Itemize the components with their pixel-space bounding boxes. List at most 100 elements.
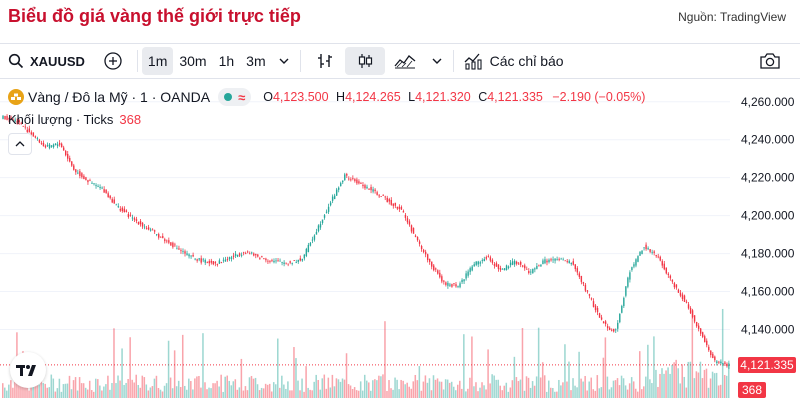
volume-bar — [131, 379, 133, 398]
candle-body — [439, 272, 441, 278]
volume-bar — [497, 379, 499, 398]
candle-body — [212, 261, 215, 265]
volume-bar — [190, 381, 192, 398]
price-chart[interactable]: 4,260.000 4,240.000 4,220.000 4,200.000 4,18… — [0, 78, 800, 400]
area-chart-type-button[interactable] — [385, 47, 425, 75]
candle-body — [172, 242, 174, 248]
volume-bar — [679, 383, 681, 398]
interval-30m-button[interactable]: 30m — [179, 53, 207, 69]
interval-3m-button[interactable]: 3m — [246, 53, 266, 69]
open-key: O — [263, 90, 273, 104]
candle-body — [515, 261, 518, 264]
candle-body — [507, 266, 510, 268]
volume-bar — [56, 388, 59, 398]
volume-bar — [539, 377, 542, 398]
volume-bar — [86, 389, 89, 398]
volume-bar — [477, 391, 479, 398]
volume-bar — [64, 383, 67, 398]
volume-bar — [173, 350, 176, 398]
volume-bar — [543, 375, 546, 398]
volume-bar — [339, 381, 342, 398]
volume-bar — [566, 381, 568, 398]
volume-bar — [719, 384, 722, 398]
candle-body — [269, 260, 271, 262]
volume-bar — [598, 388, 601, 398]
interval-1m-button[interactable]: 1m — [141, 47, 174, 75]
instrument-label: Vàng / Đô la Mỹ · 1 · OANDA — [28, 89, 211, 105]
volume-bar — [177, 380, 180, 398]
candle-body — [613, 328, 615, 332]
volume-bar — [416, 380, 419, 398]
candle-body — [532, 269, 534, 274]
volume-value: 368 — [119, 112, 142, 127]
candle-body — [588, 294, 591, 296]
collapse-legend-button[interactable] — [8, 133, 32, 155]
candle-body — [305, 248, 308, 256]
volume-bar — [226, 375, 228, 398]
volume-bar — [252, 378, 255, 398]
interval-dropdown-button[interactable] — [272, 47, 296, 75]
volume-bar — [347, 384, 350, 398]
volume-bar — [400, 379, 402, 398]
candle-body — [232, 255, 235, 257]
candle-body — [240, 254, 243, 256]
candle-body — [501, 268, 504, 270]
last-price-badge: 4,121.335 — [738, 357, 796, 373]
candle-chart-type-button[interactable] — [344, 47, 385, 75]
candle-body — [623, 297, 625, 307]
candle-body — [89, 180, 91, 182]
volume-bar — [622, 378, 625, 398]
volume-bar — [285, 388, 287, 398]
high-key: H — [336, 90, 346, 104]
area-chart-icon — [394, 55, 416, 69]
chart-type-dropdown-button[interactable] — [425, 47, 449, 75]
candle-body — [596, 307, 599, 313]
indicators-button[interactable]: Các chỉ báo — [458, 47, 570, 75]
candle-body — [428, 258, 431, 262]
candle-body — [184, 251, 186, 254]
volume-bar — [147, 390, 150, 398]
market-status-badge[interactable]: ≈ — [218, 88, 252, 106]
candle-body — [275, 260, 277, 262]
volume-bar — [659, 373, 661, 398]
volume-bar — [66, 383, 69, 398]
candle-body — [251, 252, 253, 254]
candle-body — [196, 259, 198, 261]
candle-body — [459, 283, 461, 288]
interval-1h-button[interactable]: 1h — [218, 53, 235, 69]
candle-body — [335, 189, 338, 196]
candle-body — [615, 329, 617, 331]
volume-bar — [483, 385, 485, 398]
candle-body — [263, 258, 265, 259]
tradingview-logo[interactable] — [10, 352, 46, 388]
volume-bar — [95, 378, 97, 398]
volume-bar — [192, 389, 194, 398]
candle-body — [586, 290, 589, 292]
compare-symbol-button[interactable] — [93, 47, 133, 75]
candle-body — [426, 254, 429, 261]
symbol-search[interactable]: XAUUSD — [0, 44, 93, 78]
source-label: Nguồn: TradingView — [678, 10, 786, 24]
volume-bar — [594, 390, 597, 398]
candle-body — [641, 250, 643, 254]
candle-body — [629, 272, 631, 280]
candle-body — [457, 286, 459, 287]
candle-body — [2, 115, 4, 119]
volume-bar — [287, 381, 289, 398]
candle-body — [600, 317, 603, 320]
volume-bar — [169, 377, 172, 398]
volume-bar — [319, 389, 322, 398]
volume-bar — [210, 388, 212, 398]
candle-body — [50, 145, 53, 147]
candle-body — [364, 185, 366, 189]
volume-bar — [467, 388, 469, 398]
candle-body — [677, 289, 680, 293]
candle-body — [665, 267, 668, 274]
open-value: 4,123.500 — [272, 90, 329, 104]
candle-body — [689, 308, 692, 314]
snapshot-button[interactable] — [750, 47, 790, 75]
volume-bar — [171, 388, 174, 398]
candle-body — [287, 263, 289, 265]
volume-bar — [157, 387, 160, 398]
bar-chart-type-button[interactable] — [305, 47, 345, 75]
